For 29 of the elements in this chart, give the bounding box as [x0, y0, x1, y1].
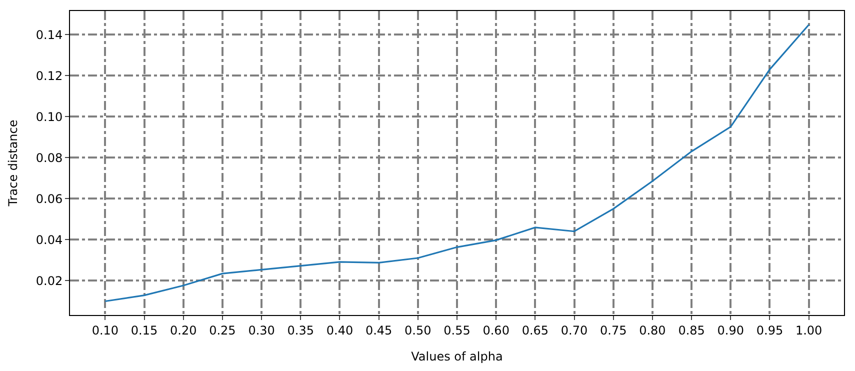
x-tick-label: 1.00: [795, 323, 822, 338]
x-tick-label: 0.45: [365, 323, 392, 338]
x-tick-label: 0.95: [756, 323, 784, 338]
x-tick-label: 0.20: [170, 323, 197, 338]
x-tick-label: 0.25: [209, 323, 236, 338]
x-axis-title: Values of alpha: [411, 349, 503, 364]
x-tick-label: 0.75: [600, 323, 627, 338]
x-tick-label: 0.70: [560, 323, 588, 338]
x-tick-label: 0.40: [326, 323, 354, 338]
x-tick-label: 0.30: [248, 323, 275, 338]
x-tick-label: 0.65: [522, 323, 549, 338]
line-series: [104, 24, 810, 302]
y-tick-label: 0.14: [36, 28, 63, 42]
x-tick-label: 0.80: [639, 323, 666, 338]
y-tick-label: 0.12: [36, 68, 63, 83]
x-tick-label: 0.55: [444, 323, 470, 338]
x-tick-label: 0.35: [287, 323, 314, 338]
y-tick-label: 0.10: [36, 110, 63, 124]
x-tick-label: 0.85: [678, 323, 705, 338]
x-tick-label: 0.90: [717, 323, 744, 338]
y-tick-label: 0.08: [36, 150, 63, 165]
x-tick-label: 0.10: [92, 323, 119, 338]
y-tick-label: 0.04: [36, 232, 63, 247]
y-tick-label: 0.02: [36, 274, 63, 288]
x-tick-label: 0.50: [404, 323, 432, 338]
x-tick-label: 0.15: [130, 323, 158, 338]
y-tick-label: 0.06: [36, 192, 63, 206]
x-tick-label: 0.60: [482, 323, 510, 338]
y-axis-title: Trace distance: [6, 120, 20, 208]
